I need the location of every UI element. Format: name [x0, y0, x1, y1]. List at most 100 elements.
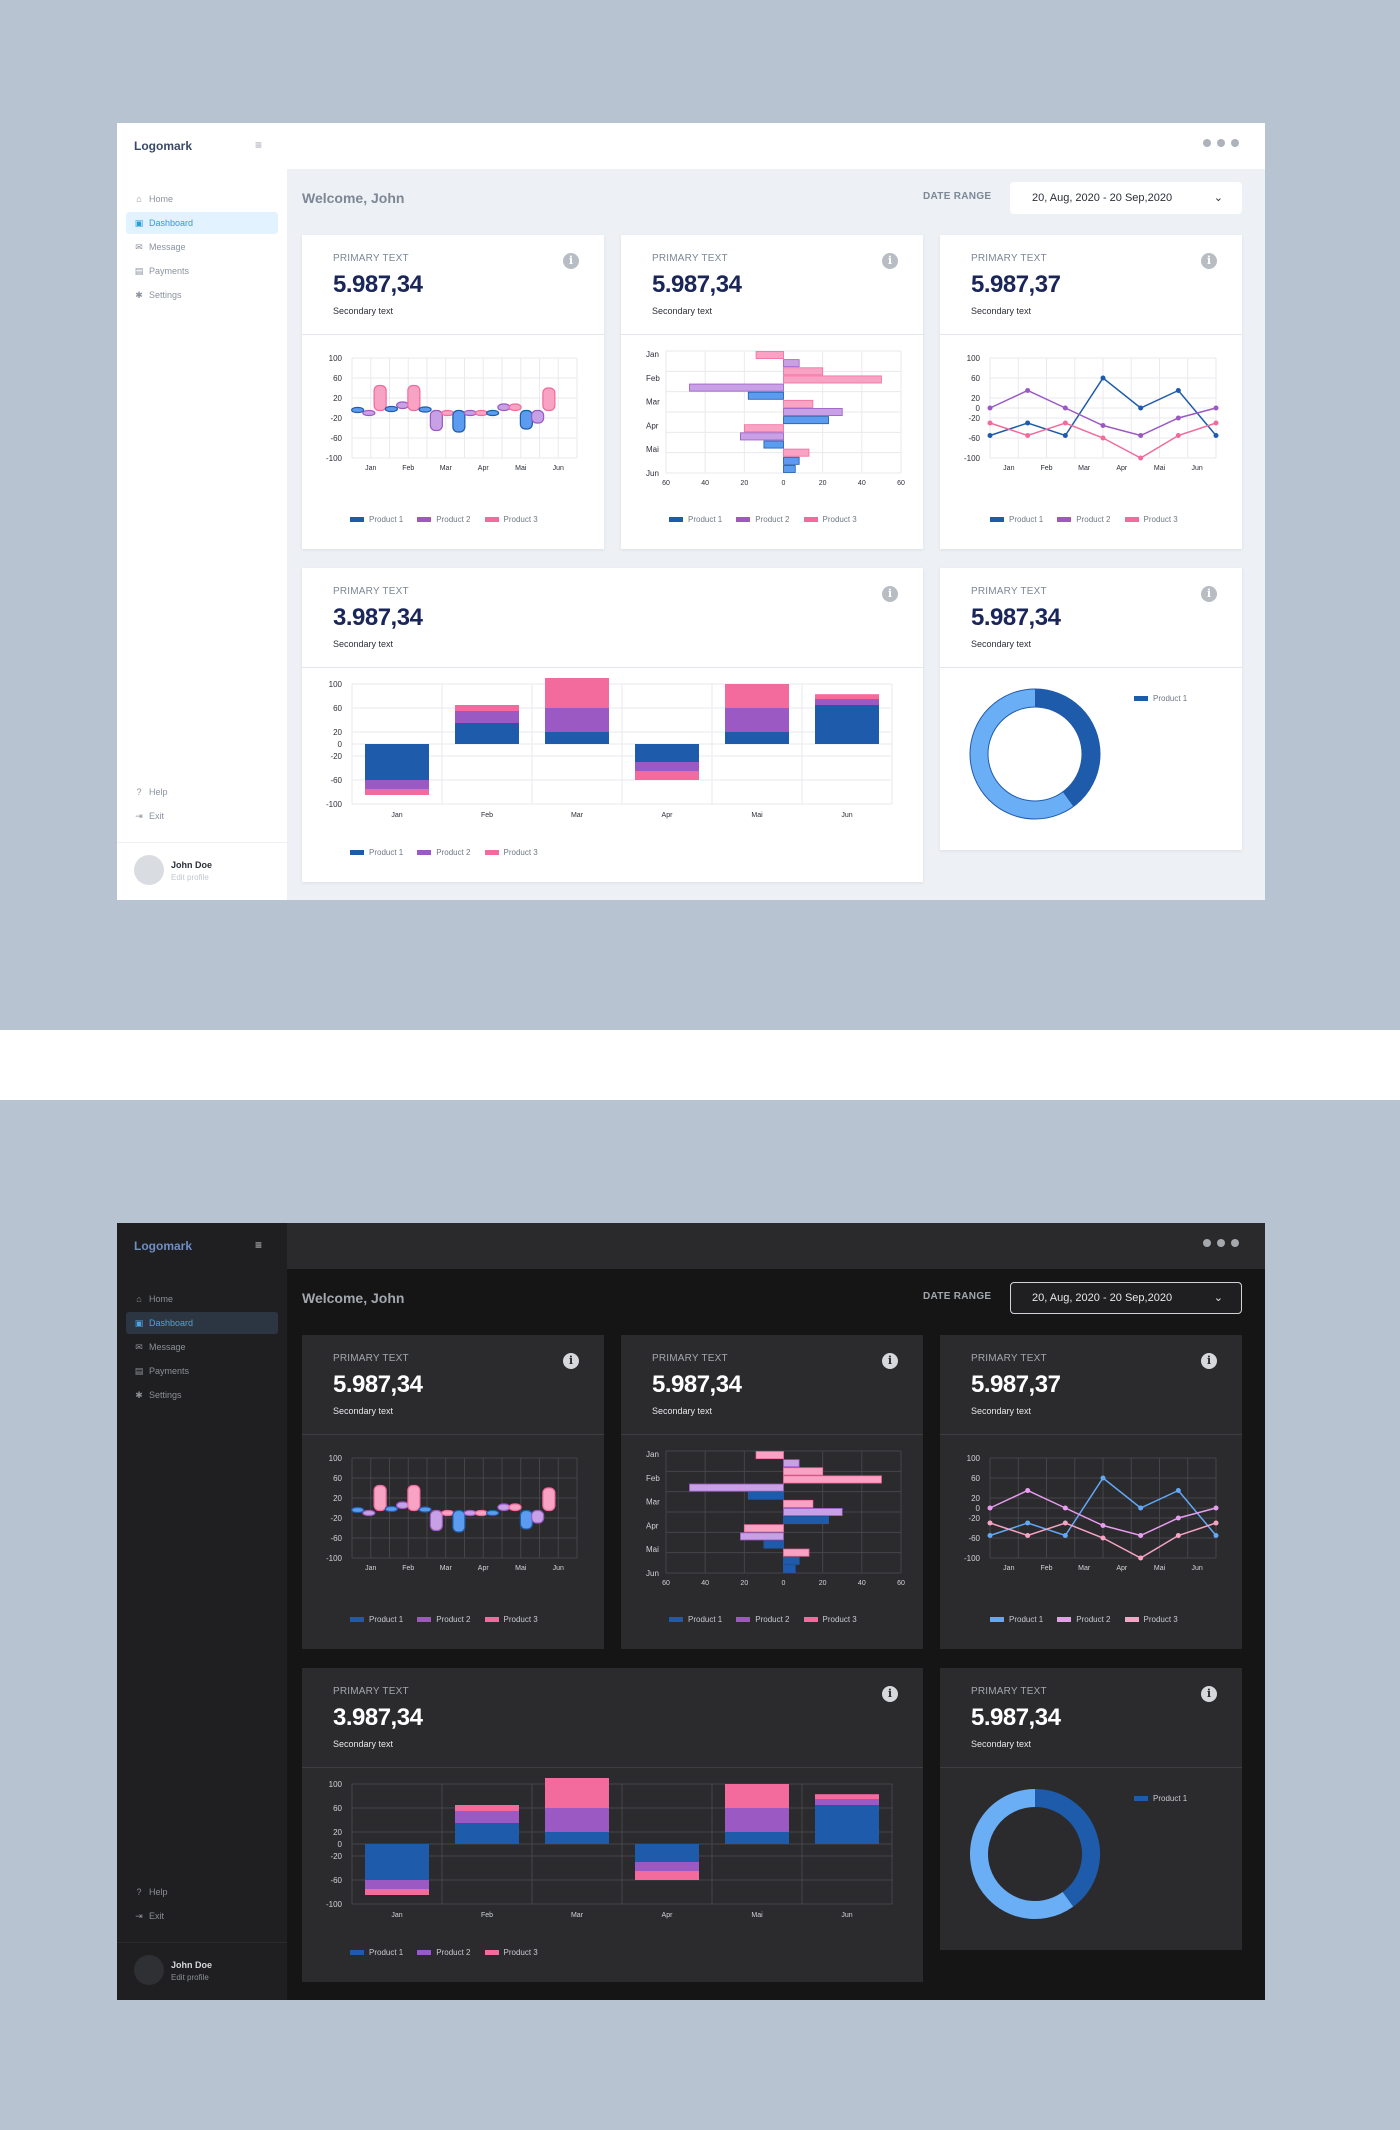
legend-item: Product 1: [1134, 1794, 1187, 1803]
help-icon: ?: [136, 1887, 142, 1897]
legend-swatch: [1124, 1617, 1139, 1622]
info-icon[interactable]: i: [1201, 1686, 1217, 1702]
candle: [373, 384, 387, 412]
y-tick-label: Feb: [646, 1474, 660, 1483]
info-icon[interactable]: i: [563, 253, 579, 269]
data-point: [1062, 1505, 1068, 1511]
bar-segment: [725, 708, 789, 732]
welcome-title: Welcome, John: [302, 1290, 405, 1306]
y-tick-label: 100: [329, 1454, 343, 1463]
menu-icon[interactable]: ≡: [255, 1238, 263, 1252]
bar-segment: [725, 1784, 789, 1808]
card-candlestick: PRIMARY TEXT 5.987,34 Secondary text i 1…: [302, 235, 604, 549]
candle: [542, 1487, 556, 1512]
primary-value: 5.987,34: [971, 604, 1061, 631]
nav-item-message[interactable]: ✉ Message: [126, 236, 278, 258]
legend-swatch: [350, 1617, 364, 1622]
x-tick-label: 60: [662, 1580, 670, 1587]
candle: [486, 1509, 500, 1517]
candle: [441, 1509, 455, 1517]
nav-label: Home: [149, 194, 174, 204]
y-tick-label: 20: [971, 1494, 980, 1503]
x-tick-label: Jun: [841, 812, 852, 819]
legend-label: Product 3: [503, 515, 538, 524]
home-icon: ⌂: [136, 194, 142, 204]
more-icon[interactable]: [1203, 139, 1239, 147]
nav-item-dashboard[interactable]: ▣ Dashboard: [126, 1312, 278, 1334]
menu-icon[interactable]: ≡: [255, 138, 263, 152]
bar-segment: [725, 1832, 789, 1844]
avatar[interactable]: [134, 855, 164, 885]
date-range-select[interactable]: 20, Aug, 2020 - 20 Sep,2020 ⌄: [1010, 182, 1242, 214]
primary-text: PRIMARY TEXT: [333, 1353, 409, 1364]
bar: [783, 399, 814, 408]
profile[interactable]: John Doe Edit profile: [117, 842, 287, 900]
legend-label: Product 1: [688, 515, 723, 524]
y-tick-label: -60: [968, 1534, 980, 1543]
y-tick-label: 60: [333, 1804, 342, 1813]
data-point: [1213, 420, 1219, 426]
bar: [747, 1491, 784, 1500]
x-tick-label: Mar: [571, 812, 584, 819]
more-icon[interactable]: [1203, 1239, 1239, 1247]
y-tick-label: Mai: [646, 445, 659, 454]
data-point: [1025, 1488, 1031, 1493]
nav-item-help[interactable]: ? Help: [126, 781, 278, 803]
primary-value: 5.987,37: [971, 1371, 1061, 1398]
profile[interactable]: John Doe Edit profile: [117, 1942, 287, 2000]
info-icon[interactable]: i: [563, 1353, 579, 1369]
donut-slice: [970, 1789, 1074, 1919]
nav-item-settings[interactable]: ✱ Settings: [126, 284, 278, 306]
secondary-text: Secondary text: [333, 306, 394, 316]
nav-item-payments[interactable]: ▤ Payments: [126, 260, 278, 282]
nav-item-exit[interactable]: ⇥ Exit: [126, 805, 278, 827]
primary-value: 5.987,34: [333, 271, 423, 298]
info-icon[interactable]: i: [1201, 586, 1217, 602]
bar-segment: [455, 1805, 519, 1811]
info-icon[interactable]: i: [882, 1353, 898, 1369]
nav-item-home[interactable]: ⌂ Home: [126, 1288, 278, 1310]
bar-segment: [365, 1889, 429, 1895]
edit-profile-link[interactable]: Edit profile: [171, 873, 209, 882]
legend-item: Product 3: [1124, 1615, 1178, 1624]
legend-swatch: [417, 850, 432, 855]
dashboard-icon: ▣: [134, 1317, 144, 1328]
date-range-select[interactable]: 20, Aug, 2020 - 20 Sep,2020 ⌄: [1010, 1282, 1242, 1314]
legend-item: Product 1: [350, 1615, 403, 1624]
nav-label: Payments: [149, 266, 190, 276]
x-tick-label: 40: [701, 1580, 709, 1587]
data-point: [1025, 1520, 1031, 1526]
info-icon[interactable]: i: [882, 253, 898, 269]
avatar[interactable]: [134, 1955, 164, 1985]
data-point: [1062, 1533, 1068, 1538]
info-icon[interactable]: i: [882, 586, 898, 602]
x-tick-label: Mar: [1078, 465, 1091, 472]
nav-item-settings[interactable]: ✱ Settings: [126, 1384, 278, 1406]
primary-value: 5.987,34: [333, 1371, 423, 1398]
x-tick-label: 20: [819, 1580, 827, 1587]
nav-item-home[interactable]: ⌂ Home: [126, 188, 278, 210]
candle: [396, 1501, 410, 1510]
info-icon[interactable]: i: [1201, 253, 1217, 269]
y-tick-label: Mai: [646, 1545, 659, 1554]
bar: [783, 1516, 829, 1525]
date-range-value: 20, Aug, 2020 - 20 Sep,2020: [1032, 1292, 1173, 1304]
legend-label: Product 3: [503, 1948, 538, 1957]
legend-swatch: [350, 850, 364, 855]
bar: [783, 456, 800, 465]
y-tick-label: -100: [326, 454, 343, 463]
nav-item-help[interactable]: ? Help: [126, 1881, 278, 1903]
nav-item-message[interactable]: ✉ Message: [126, 1336, 278, 1358]
info-icon[interactable]: i: [1201, 1353, 1217, 1369]
stacked-bar-chart: 100 60 20 0 -20 -60 -100 Jan Feb Mar Apr Mai Jun: [326, 1778, 893, 1919]
info-icon[interactable]: i: [882, 1686, 898, 1702]
nav-item-payments[interactable]: ▤ Payments: [126, 1360, 278, 1382]
y-tick-label: 60: [333, 704, 342, 713]
edit-profile-link[interactable]: Edit profile: [171, 1973, 209, 1982]
legend-label: Product 2: [436, 1615, 471, 1624]
nav-item-dashboard[interactable]: ▣ Dashboard: [126, 212, 278, 234]
data-point: [1213, 405, 1219, 411]
bar: [783, 375, 882, 384]
y-tick-label: Apr: [646, 421, 659, 430]
nav-item-exit[interactable]: ⇥ Exit: [126, 1905, 278, 1927]
